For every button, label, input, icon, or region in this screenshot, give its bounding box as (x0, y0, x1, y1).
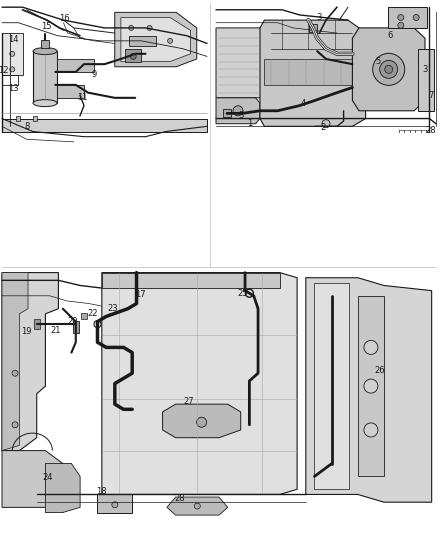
Polygon shape (260, 20, 366, 126)
Text: 2: 2 (320, 123, 325, 132)
Text: 15: 15 (41, 22, 51, 31)
Circle shape (10, 51, 15, 56)
Polygon shape (216, 28, 265, 98)
Polygon shape (102, 272, 280, 288)
Circle shape (112, 502, 118, 508)
Bar (16, 116, 20, 121)
Bar (309, 24, 317, 32)
Polygon shape (418, 49, 434, 111)
Polygon shape (167, 497, 228, 515)
Polygon shape (125, 49, 141, 62)
Text: 26: 26 (374, 366, 385, 375)
Text: 28: 28 (175, 494, 185, 503)
Text: 16: 16 (59, 14, 70, 23)
Circle shape (364, 379, 378, 393)
Polygon shape (57, 85, 84, 98)
Circle shape (12, 370, 18, 376)
Text: 27: 27 (184, 397, 194, 406)
Polygon shape (129, 36, 156, 46)
Circle shape (413, 14, 419, 21)
Text: 3: 3 (422, 65, 427, 74)
Bar (81, 313, 88, 319)
Polygon shape (314, 283, 349, 489)
Ellipse shape (33, 100, 57, 107)
Text: 4: 4 (300, 99, 306, 108)
Circle shape (197, 417, 207, 427)
Text: 22: 22 (88, 309, 99, 318)
Text: 9: 9 (92, 70, 97, 79)
Text: 6: 6 (387, 31, 392, 40)
Bar (73, 321, 79, 333)
Polygon shape (2, 272, 58, 450)
Polygon shape (216, 2, 436, 261)
Text: 17: 17 (136, 290, 146, 299)
Polygon shape (388, 7, 427, 28)
Polygon shape (121, 18, 191, 62)
Circle shape (130, 53, 136, 59)
Polygon shape (306, 278, 432, 502)
Circle shape (364, 341, 378, 354)
Polygon shape (2, 272, 28, 450)
Text: 21: 21 (50, 326, 60, 335)
Polygon shape (2, 33, 22, 75)
Text: 19: 19 (21, 327, 31, 336)
Polygon shape (2, 118, 207, 132)
Circle shape (373, 53, 405, 85)
Circle shape (194, 503, 200, 509)
Circle shape (385, 66, 393, 74)
Text: 20: 20 (67, 317, 78, 326)
Ellipse shape (33, 47, 57, 54)
Polygon shape (162, 404, 241, 438)
Text: 28: 28 (425, 126, 436, 135)
Polygon shape (358, 296, 384, 477)
Polygon shape (57, 59, 94, 72)
Polygon shape (2, 450, 63, 507)
Text: 3: 3 (317, 13, 322, 22)
Polygon shape (98, 495, 132, 513)
Circle shape (233, 106, 243, 116)
Polygon shape (102, 272, 297, 495)
Text: 7: 7 (428, 91, 433, 100)
Text: 14: 14 (8, 35, 18, 44)
Bar (41, 40, 49, 48)
Bar (223, 109, 231, 117)
Circle shape (10, 67, 15, 72)
Polygon shape (2, 2, 207, 261)
Text: 3: 3 (239, 111, 244, 120)
Circle shape (380, 60, 398, 78)
Circle shape (398, 22, 404, 28)
Text: 8: 8 (24, 122, 29, 131)
Circle shape (129, 26, 134, 30)
Bar (33, 51, 57, 103)
Polygon shape (115, 12, 197, 67)
Polygon shape (265, 59, 353, 85)
Polygon shape (2, 270, 436, 528)
Text: 18: 18 (96, 487, 107, 496)
Circle shape (364, 423, 378, 437)
Polygon shape (216, 98, 260, 124)
Bar (34, 319, 40, 329)
Circle shape (147, 26, 152, 30)
Text: 11: 11 (77, 93, 87, 102)
Bar (33, 116, 37, 121)
Circle shape (12, 422, 18, 428)
Text: 24: 24 (42, 473, 53, 482)
Polygon shape (46, 464, 80, 513)
Text: 12: 12 (0, 66, 8, 75)
Text: 23: 23 (107, 304, 118, 313)
Text: 25: 25 (238, 289, 248, 298)
Circle shape (168, 38, 173, 43)
Text: 5: 5 (375, 57, 380, 66)
Text: 13: 13 (8, 84, 18, 93)
Polygon shape (353, 28, 425, 111)
Text: 1: 1 (247, 119, 253, 128)
Circle shape (398, 14, 404, 21)
